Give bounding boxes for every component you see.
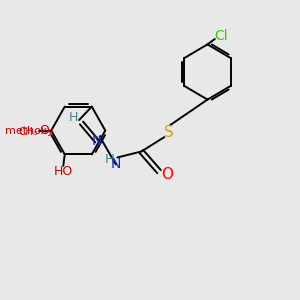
Text: O: O	[39, 124, 49, 137]
Text: CH₃: CH₃	[18, 127, 38, 137]
Text: N: N	[111, 158, 121, 171]
Text: H: H	[69, 111, 78, 124]
Text: HO: HO	[54, 165, 74, 178]
Text: S: S	[164, 125, 174, 140]
Text: Cl: Cl	[214, 29, 227, 43]
Text: methoxy: methoxy	[5, 125, 54, 136]
Text: O: O	[161, 167, 173, 182]
Text: N: N	[92, 134, 102, 148]
Text: H: H	[105, 153, 115, 166]
